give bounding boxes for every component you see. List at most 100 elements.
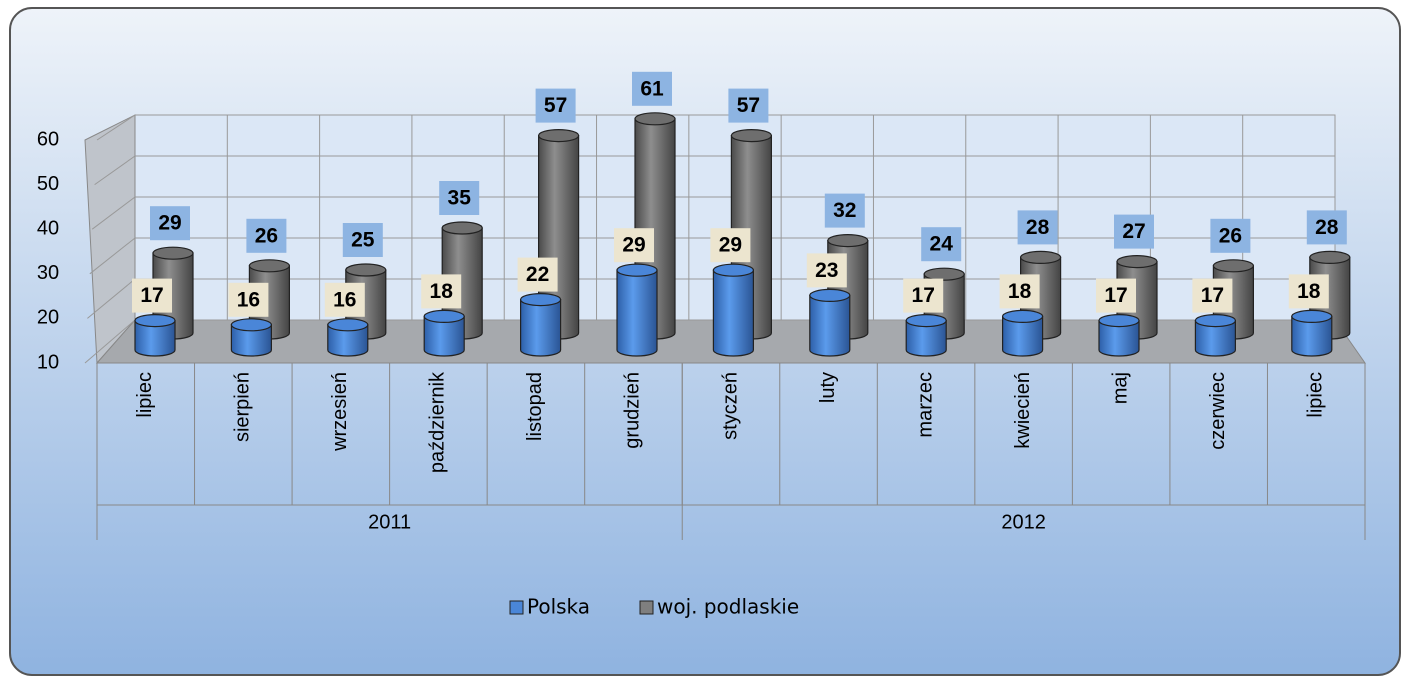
cylinder-top — [345, 263, 387, 277]
data-label-text: 17 — [912, 284, 935, 307]
data-label-text: 18 — [1008, 280, 1032, 303]
data-label-text: 57 — [737, 94, 760, 117]
cylinder-body — [1194, 320, 1236, 357]
cylinder — [712, 263, 755, 357]
y-tick-label: 60 — [37, 128, 59, 150]
x-tick-label: czerwiec — [1207, 372, 1229, 450]
data-label-text: 35 — [448, 187, 472, 210]
y-tick-label: 50 — [37, 173, 59, 195]
cylinder — [230, 318, 272, 357]
data-label-text: 18 — [430, 280, 454, 303]
cylinder-body — [712, 269, 754, 357]
data-label-box — [614, 228, 654, 263]
cylinder — [905, 314, 947, 357]
data-label-box — [921, 227, 962, 262]
x-tick-label: sierpień — [232, 372, 254, 442]
data-label: 24 — [921, 227, 962, 262]
data-label: 18 — [1288, 274, 1329, 309]
cylinder-top — [519, 293, 562, 307]
cylinder-top — [634, 112, 676, 126]
data-label: 57 — [535, 88, 576, 123]
data-label-box — [342, 223, 383, 257]
cylinder-top — [423, 309, 465, 323]
data-label-box — [728, 88, 769, 123]
legend-label: woj. podlaskie — [657, 595, 799, 619]
cylinder-top — [537, 129, 580, 143]
cylinder-top — [1291, 309, 1333, 323]
group-label: 2012 — [1001, 511, 1046, 533]
cylinder — [423, 309, 465, 357]
data-label: 22 — [517, 257, 558, 292]
cylinder — [1098, 314, 1140, 357]
data-label: 28 — [1306, 210, 1347, 245]
grid-line — [96, 114, 136, 141]
data-label-text: 57 — [544, 94, 567, 117]
x-tick-label: lipiec — [1305, 372, 1327, 418]
data-label-text: 26 — [255, 224, 278, 247]
data-label-box — [1306, 210, 1347, 245]
cylinder-top — [827, 234, 869, 248]
data-label-box — [1017, 210, 1058, 245]
data-label-box — [246, 218, 287, 253]
data-label-box — [824, 193, 865, 228]
x-tick-label: październik — [427, 371, 449, 473]
data-label-text: 16 — [237, 288, 260, 311]
x-tick-label: maj — [1109, 372, 1131, 404]
data-label-text: 29 — [622, 234, 645, 257]
cylinder-top — [1098, 314, 1140, 328]
grid-line — [84, 319, 136, 364]
data-label: 17 — [132, 278, 172, 313]
data-label-box — [999, 274, 1040, 309]
data-label: 18 — [421, 274, 462, 309]
data-label: 27 — [1114, 214, 1154, 249]
grid-line — [89, 237, 136, 275]
cylinder-top — [712, 263, 755, 277]
data-label: 29 — [614, 228, 654, 263]
y-tick-label: 10 — [37, 351, 59, 373]
data-label-box — [1096, 278, 1136, 313]
cylinder-body — [905, 320, 947, 357]
cylinder-top — [152, 246, 194, 260]
data-label: 16 — [324, 282, 365, 317]
cylinder-top — [230, 318, 272, 332]
x-tick-label: marzec — [914, 372, 936, 438]
cylinder-top — [441, 221, 483, 235]
cylinder-top — [1019, 250, 1062, 264]
data-label: 28 — [1017, 210, 1058, 245]
cylinder-top — [1116, 255, 1158, 269]
data-label-box — [517, 257, 558, 292]
cylinder-body — [1098, 320, 1140, 357]
data-label-box — [806, 253, 847, 288]
data-label-text: 32 — [833, 199, 856, 222]
x-tick-label: kwiecień — [1012, 372, 1034, 449]
legend-swatch — [639, 600, 654, 615]
legend-label: Polska — [527, 595, 590, 619]
grid-line — [87, 278, 136, 319]
data-label: 61 — [632, 71, 672, 106]
x-tick-label: grudzień — [622, 372, 644, 449]
data-label-box — [150, 206, 190, 241]
data-label: 35 — [439, 181, 480, 215]
data-label-box — [228, 282, 269, 317]
data-label: 17 — [1192, 278, 1233, 313]
x-tick-label: wrzesień — [329, 372, 351, 452]
data-label-box — [421, 274, 462, 309]
data-label: 32 — [824, 193, 865, 228]
data-label-text: 29 — [719, 234, 742, 257]
cylinder-top — [248, 259, 290, 273]
data-label: 16 — [228, 282, 269, 317]
data-label: 23 — [806, 253, 847, 288]
data-label-box — [535, 88, 576, 123]
data-label-box — [1114, 214, 1154, 249]
cylinder — [1194, 314, 1237, 357]
legend-swatch — [509, 600, 524, 615]
data-label-text: 27 — [1122, 220, 1145, 243]
data-label-text: 28 — [1315, 216, 1339, 239]
data-label: 17 — [903, 278, 944, 313]
cylinder-body — [230, 324, 272, 357]
cylinder — [134, 314, 176, 357]
data-label-box — [1210, 218, 1251, 253]
cylinder-top — [616, 263, 658, 277]
cylinder-body — [616, 269, 658, 357]
